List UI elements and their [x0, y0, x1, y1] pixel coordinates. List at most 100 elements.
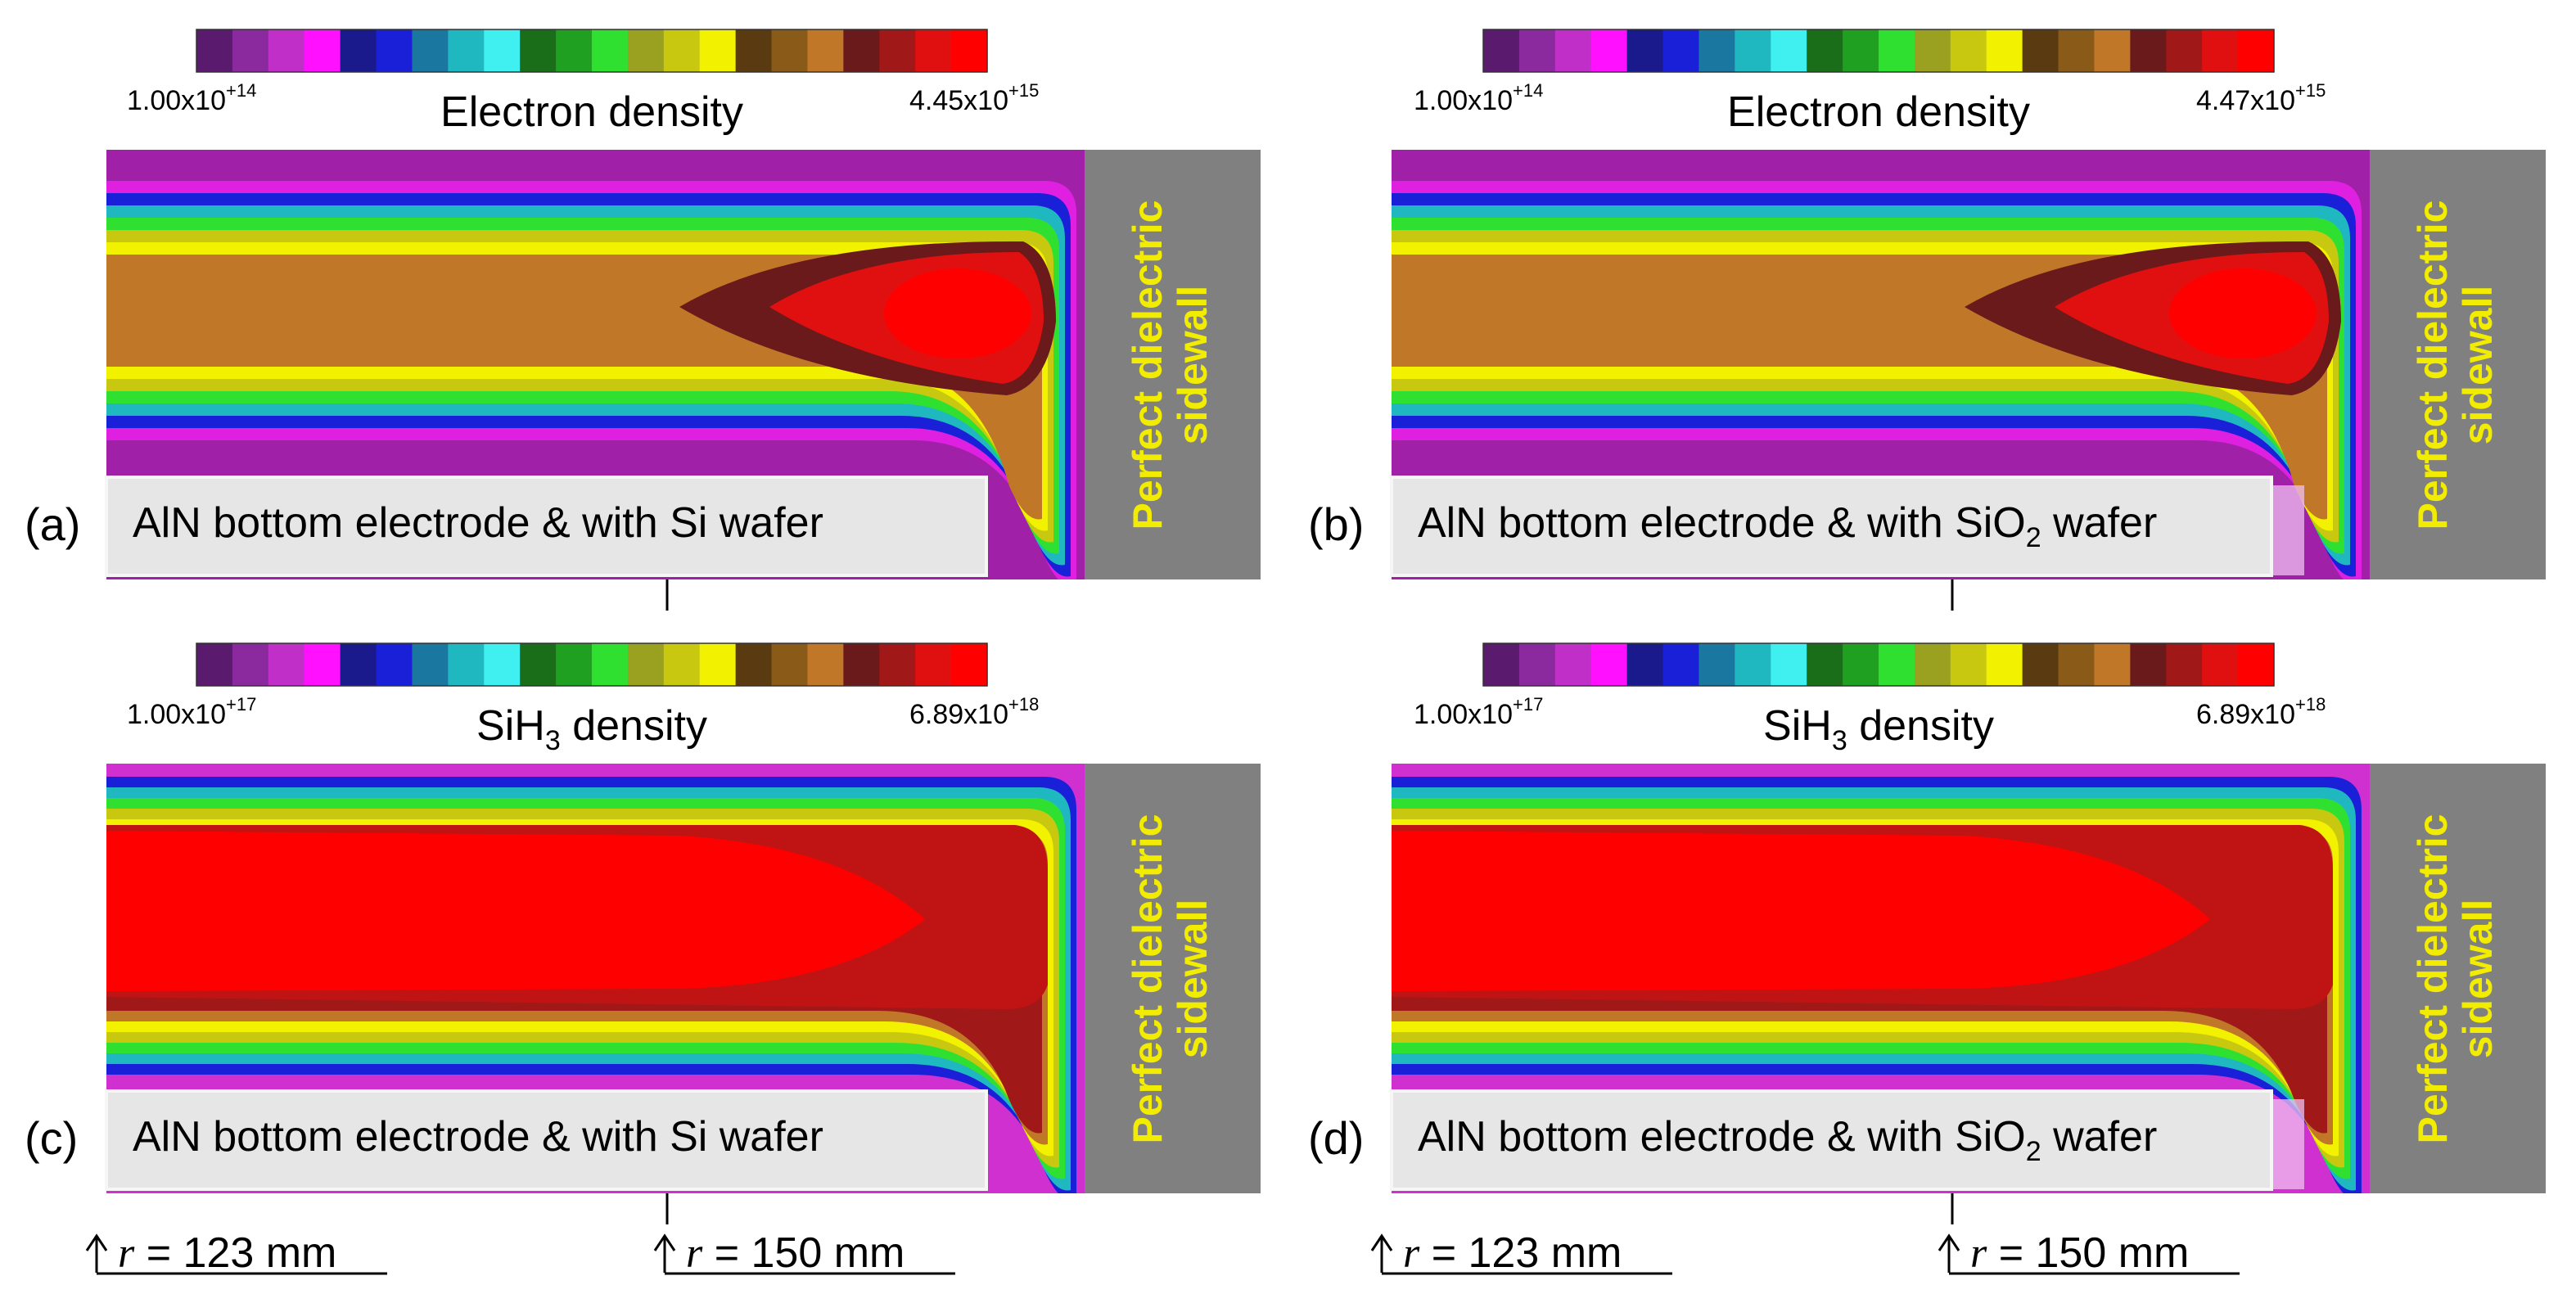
label-box: [105, 1089, 988, 1191]
colorbar-swatch: [1843, 29, 1879, 72]
colorbar-swatch: [1483, 29, 1520, 72]
colorbar-swatch: [2166, 29, 2203, 72]
sidewall: [1085, 150, 1261, 579]
colorbar-title-tail: density: [560, 702, 707, 750]
bottom-electrode-label: AlN bottom electrode & with SiO2 wafer: [1418, 1113, 2158, 1165]
colorbar-max-mantissa: 6.89x10: [909, 699, 1008, 730]
contour-band: [884, 268, 1031, 358]
sidewall-label-line-2: sidewall: [1169, 899, 1216, 1058]
bottom-electrode-label-text: AlN bottom electrode & with Si wafer: [133, 1113, 823, 1161]
sidewall: [2370, 150, 2546, 579]
sidewall-label: Perfect dielectric sidewall: [2409, 766, 2506, 1192]
radius-value: = 123 mm: [1419, 1229, 1622, 1277]
colorbar-swatch: [1735, 29, 1771, 72]
radius-value: = 150 mm: [1987, 1229, 2190, 1277]
colorbar-swatch: [2094, 29, 2131, 72]
colorbar-swatch: [2202, 29, 2239, 72]
bottom-electrode-label-suffix: wafer: [2041, 1113, 2158, 1161]
bottom-electrode-label-subscript: 2: [2025, 522, 2041, 553]
sidewall-label-line-2: sidewall: [2454, 899, 2501, 1058]
radius-variable: r: [686, 1230, 703, 1277]
colorbar-swatch: [807, 29, 844, 72]
colorbar-max-label: 4.47x10+15: [2196, 82, 2326, 116]
panel-b: [1390, 29, 2546, 611]
label-box: [1390, 1089, 2273, 1191]
colorbar-swatch: [1626, 29, 1664, 72]
wafer-edge: [2270, 485, 2304, 575]
radius-arrow-head: [653, 1233, 676, 1251]
colorbar-max-exponent: +18: [2295, 694, 2326, 715]
colorbar-swatch: [1986, 29, 2023, 72]
label-box: [1390, 476, 2273, 577]
colorbar: [196, 642, 988, 687]
colorbar-swatch: [951, 29, 988, 72]
colorbar-min-label: 1.00x10+14: [127, 82, 256, 116]
colorbar-swatch: [735, 643, 773, 686]
colorbar-swatch: [484, 29, 521, 72]
sidewall-label-line-2: sidewall: [2454, 285, 2501, 444]
colorbar-min-exponent: +14: [1513, 80, 1544, 101]
colorbar-max-exponent: +15: [2295, 80, 2326, 101]
colorbar-title-main: Electron density: [1727, 88, 2030, 136]
colorbar-swatch: [735, 29, 773, 72]
bottom-electrode-label-text: AlN bottom electrode & with SiO: [1418, 499, 2026, 547]
radius-arrow-head: [1370, 1233, 1393, 1251]
sidewall-label-line-2: sidewall: [1169, 285, 1216, 444]
colorbar-swatch: [520, 29, 557, 72]
panel-letter: (b): [1308, 498, 1365, 550]
colorbar-swatch: [1843, 643, 1879, 686]
colorbar-swatch: [1554, 643, 1592, 686]
colorbar-swatch: [592, 643, 629, 686]
colorbar-max-label: 4.45x10+15: [909, 82, 1039, 115]
colorbar-swatch: [1771, 643, 1807, 686]
sidewall: [1085, 764, 1261, 1193]
radius-variable: r: [118, 1230, 135, 1277]
colorbar-swatch: [2130, 643, 2167, 686]
sidewall-label: Perfect dielectric sidewall: [2410, 152, 2506, 578]
bottom-electrode-label-text: AlN bottom electrode & with SiO: [1418, 1113, 2026, 1161]
bottom-electrode-label-subscript: 2: [2025, 1136, 2041, 1167]
wafer-edge: [2270, 1099, 2304, 1189]
colorbar-max-label: 6.89x10+18: [909, 696, 1039, 730]
colorbar-swatch: [843, 29, 880, 72]
colorbar-swatch: [1662, 643, 1700, 686]
label-box: [105, 476, 988, 577]
panel-d: [1390, 642, 2546, 1224]
colorbar-swatch: [2058, 643, 2096, 686]
colorbar-swatch: [412, 643, 449, 686]
colorbar: [1482, 29, 2275, 73]
colorbar-title-subscript: 3: [544, 725, 561, 756]
colorbar-swatch: [268, 29, 305, 72]
colorbar-swatch: [1986, 643, 2023, 686]
colorbar-swatch: [1699, 643, 1735, 686]
colorbar-max-label: 6.89x10+18: [2196, 696, 2326, 730]
colorbar-swatch: [2238, 29, 2275, 72]
colorbar-swatch: [1518, 643, 1556, 686]
colorbar-min-mantissa: 1.00x10: [127, 699, 226, 730]
colorbar-swatch: [340, 643, 377, 686]
contour-band: [2169, 268, 2317, 358]
colorbar-title-main: SiH: [1763, 702, 1832, 750]
sidewall-label-line-1: Perfect dielectric: [2409, 814, 2456, 1143]
colorbar-frame: [196, 29, 988, 73]
colorbar-swatch: [2022, 643, 2059, 686]
colorbar-swatch: [2166, 643, 2203, 686]
colorbar-min-label: 1.00x10+17: [1414, 696, 1543, 729]
colorbar: [1482, 642, 2275, 687]
colorbar-swatch: [376, 29, 413, 72]
sidewall-label: Perfect dielectric sidewall: [1125, 766, 1220, 1192]
colorbar-max-mantissa: 4.47x10: [2196, 85, 2295, 116]
colorbar-swatch: [196, 643, 233, 686]
colorbar-title-main: SiH: [476, 702, 545, 750]
colorbar-swatch: [556, 29, 593, 72]
radius-value: = 150 mm: [702, 1229, 905, 1277]
colorbar-swatch: [1771, 29, 1807, 72]
colorbar-swatch: [2022, 29, 2059, 72]
colorbar-min-mantissa: 1.00x10: [127, 85, 226, 116]
radius-markers: [85, 1233, 2240, 1275]
colorbar-title-subscript: 3: [1831, 725, 1847, 756]
colorbar-max-mantissa: 6.89x10: [2196, 699, 2295, 730]
colorbar: [196, 29, 988, 73]
colorbar-swatch: [1699, 29, 1735, 72]
